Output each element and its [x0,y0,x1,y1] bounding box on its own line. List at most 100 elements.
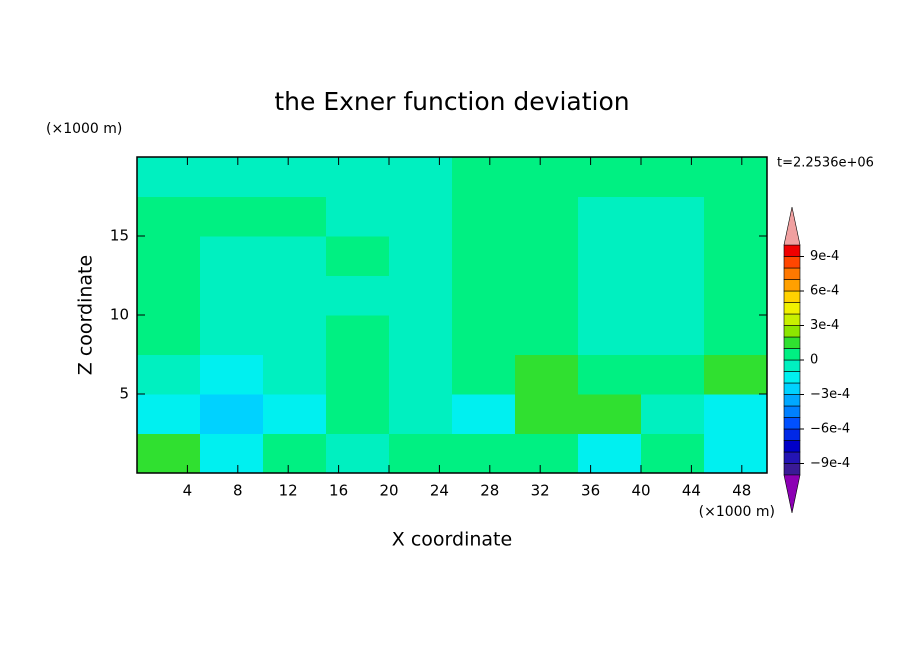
colorbar-box [783,279,801,292]
colorbar-box [783,417,801,430]
x-tick-label: 12 [279,482,298,500]
contour-cell [263,236,327,276]
contour-cell [578,315,642,355]
contour-cell [641,196,705,237]
contour-cell [704,157,768,197]
contour-cell [326,354,390,395]
contour-cell [578,157,642,197]
x-tick-label: 44 [682,482,701,500]
contour-cell [578,433,642,474]
contour-cell [704,196,768,237]
contour-cell [389,275,453,316]
contour-cell [452,354,516,395]
contour-cell [641,433,705,474]
colorbar-box [783,428,801,441]
y-tick-label: 15 [110,227,129,245]
contour-cell [641,354,705,395]
contour-cell [704,394,768,434]
contour-cell [200,315,264,355]
colorbar-tick-label: −3e-4 [810,387,850,402]
x-tick-label: 28 [480,482,499,500]
contour-cell [263,275,327,316]
contour-cell [389,433,453,474]
contour-cell [263,157,327,197]
colorbar-tick-label: 9e-4 [810,249,839,264]
contour-cell [578,354,642,395]
contour-cell [137,354,201,395]
x-tick-label: 48 [732,482,751,500]
colorbar-box [783,394,801,407]
contour-cell [200,354,264,395]
contour-field [137,157,768,474]
contour-cell [515,236,579,276]
colorbar-box [783,463,801,476]
colorbar-box [783,405,801,418]
contour-cell [200,433,264,474]
colorbar-tick-label: 3e-4 [810,318,839,333]
contour-cell [137,275,201,316]
colorbar-box [783,325,801,338]
contour-cell [704,275,768,316]
overlay: 4 8 12 16 20 24 28 32 36 40 44 4851015−9e-4−6e-4−3e… [110,156,850,514]
contour-cell [137,433,201,474]
colorbar-box [783,440,801,453]
colorbar-box [783,302,801,315]
colorbar-tick-label: −9e-4 [810,456,850,471]
colorbar-box [783,336,801,349]
contour-cell [452,196,516,237]
contour-cell [200,157,264,197]
contour-cell [452,236,516,276]
x-tick-label: 8 [233,482,243,500]
x-axis-label: X coordinate [392,529,512,551]
colorbar-box [783,290,801,303]
x-tick-label: 32 [531,482,550,500]
x-tick-label: 4 [183,482,193,500]
colorbar-under [783,474,801,514]
y-unit: (×1000 m) [46,121,122,137]
contour-cell [389,394,453,434]
contour-cell [515,275,579,316]
contour-cell [704,236,768,276]
contour-cell [389,196,453,237]
contour-cell [704,433,768,474]
x-tick-label: 20 [379,482,398,500]
contour-cell [452,157,516,197]
contour-cell [641,157,705,197]
colorbar-box [783,256,801,269]
contour-cell [200,196,264,237]
colorbar-tick-label: −6e-4 [810,422,850,437]
contour-cell [452,433,516,474]
x-tick-label: 24 [430,482,449,500]
contour-cell [200,236,264,276]
contour-cell [452,275,516,316]
colorbar-tick-label: 0 [810,353,818,368]
contour-cell [326,157,390,197]
contour-cell [515,157,579,197]
y-tick-label: 5 [119,385,129,403]
contour-cell [200,394,264,434]
contour-cell [137,157,201,197]
contour-cell [578,394,642,434]
colorbar-over [783,206,801,246]
contour-cell [137,394,201,434]
contour-cell [326,315,390,355]
contour-cell [263,315,327,355]
colorbar-tick-label: 6e-4 [810,284,839,299]
contour-cell [200,275,264,316]
contour-cell [263,354,327,395]
contour-cell [137,236,201,276]
colorbar-box [783,313,801,326]
contour-cell [704,315,768,355]
contour-cell [263,196,327,237]
contour-cell [389,236,453,276]
chart-title: the Exner function deviation [274,87,629,116]
colorbar-box [783,244,801,257]
contour-cell [515,315,579,355]
time-label: t=2.2536e+06 [777,156,874,171]
contour-cell [515,354,579,395]
contour-cell [326,196,390,237]
colorbar-box [783,267,801,280]
contour-cell [578,196,642,237]
contour-cell [452,394,516,434]
colorbar-box [783,359,801,372]
